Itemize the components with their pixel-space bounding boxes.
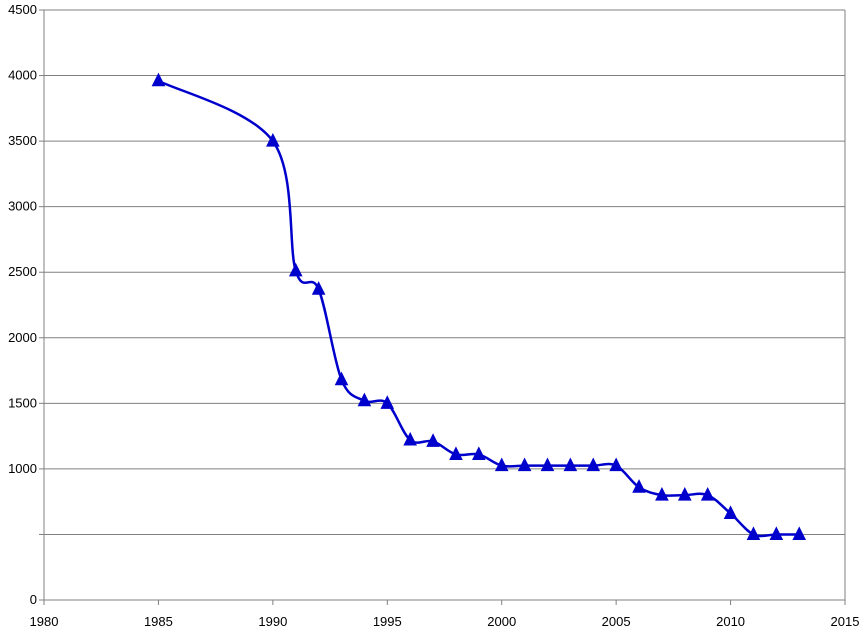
- data-point-marker: [723, 505, 738, 519]
- y-tick-label: 2000: [8, 330, 37, 345]
- data-point-marker: [655, 486, 669, 501]
- y-tick-label: 1500: [8, 395, 37, 410]
- data-point-marker: [426, 433, 440, 447]
- x-tick-label: 2010: [716, 614, 745, 629]
- data-point-marker: [311, 281, 326, 295]
- series-line: [157, 79, 800, 538]
- data-point-marker: [792, 526, 807, 540]
- data-point-marker: [151, 72, 166, 87]
- y-tick-label: 4000: [8, 68, 37, 83]
- data-point-marker: [288, 262, 303, 277]
- x-tick-label: 2005: [602, 614, 631, 629]
- data-point-marker: [586, 457, 601, 472]
- data-point-marker: [632, 479, 646, 493]
- data-point-marker: [769, 526, 784, 540]
- data-point-marker: [357, 392, 372, 407]
- data-point-marker: [334, 371, 349, 386]
- data-point-marker: [266, 132, 280, 147]
- x-tick-label: 1980: [30, 614, 59, 629]
- data-point-marker: [700, 486, 715, 501]
- data-point-marker: [380, 395, 395, 409]
- data-point-marker: [449, 446, 463, 460]
- y-tick-labels: 0 1000 1500 2000 2500 3000 3500 4000 4500: [8, 2, 37, 607]
- series: [157, 79, 800, 538]
- y-tick-label: 0: [30, 592, 37, 607]
- x-tick-label: 2015: [831, 614, 860, 629]
- data-point-marker: [517, 457, 532, 472]
- data-point-marker: [403, 431, 417, 446]
- y-tick-label: 3500: [8, 133, 37, 148]
- data-point-marker: [746, 526, 761, 540]
- markers: [151, 72, 807, 540]
- x-tick-label: 2000: [487, 614, 516, 629]
- axes: [39, 9, 846, 605]
- data-point-marker: [677, 486, 692, 501]
- data-point-marker: [563, 457, 578, 472]
- data-point-marker: [609, 457, 623, 472]
- y-tick-label: 3000: [8, 199, 37, 214]
- data-point-marker: [494, 457, 509, 472]
- grid-lines: [44, 9, 845, 535]
- y-tick-label: 4500: [8, 2, 37, 17]
- x-tick-label: 1995: [373, 614, 402, 629]
- data-point-marker: [472, 446, 486, 460]
- x-tick-label: 1985: [144, 614, 173, 629]
- x-tick-labels: 1980 1985 1990 1995 2000 2005 2010 2015: [30, 614, 860, 629]
- y-tick-label: 2500: [8, 264, 37, 279]
- y-tick-label: 1000: [8, 461, 37, 476]
- data-point-marker: [540, 457, 555, 472]
- x-tick-label: 1990: [258, 614, 287, 629]
